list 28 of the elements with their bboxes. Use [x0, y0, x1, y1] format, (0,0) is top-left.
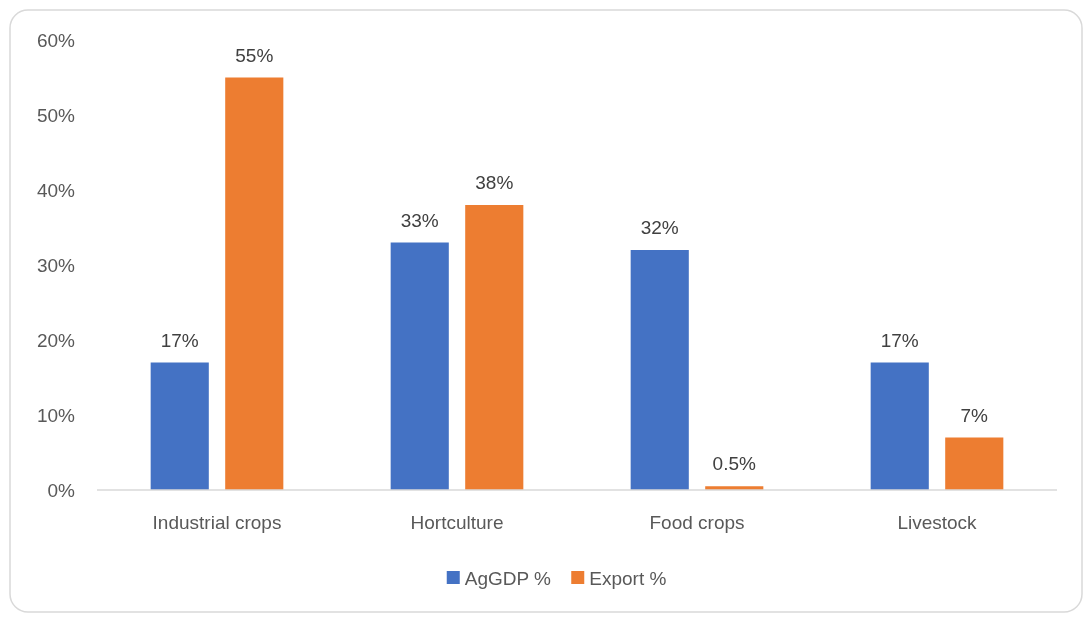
data-label: 32% [640, 217, 679, 238]
bar [630, 250, 689, 490]
data-label: 55% [235, 44, 274, 66]
bar [390, 242, 449, 490]
data-label: 33% [400, 209, 439, 231]
y-tick-label: 50% [36, 104, 76, 126]
y-tick-label: 0% [47, 479, 76, 501]
data-label: 38% [475, 172, 514, 193]
y-tick-label: 10% [36, 404, 76, 426]
y-tick-label: 20% [36, 329, 76, 351]
x-tick-label: Hortculture [410, 512, 504, 533]
bar [945, 437, 1004, 490]
x-tick-label: Food crops [649, 512, 745, 533]
y-tick-label: 40% [36, 179, 76, 201]
x-tick-label: Industrial crops [152, 512, 282, 533]
data-label: 17% [160, 329, 199, 351]
bar [870, 362, 929, 490]
data-label: 0.5% [712, 453, 757, 475]
data-label: 7% [960, 404, 989, 426]
y-tick-label: 60% [36, 29, 76, 51]
data-label: 17% [880, 329, 919, 351]
bar [150, 362, 209, 490]
bar [465, 205, 524, 490]
y-tick-label: 30% [36, 254, 76, 276]
x-tick-label: Livestock [897, 512, 978, 533]
legend-label: AgGDP % [464, 567, 552, 589]
bar [225, 77, 284, 490]
legend-label: Export % [589, 567, 667, 589]
